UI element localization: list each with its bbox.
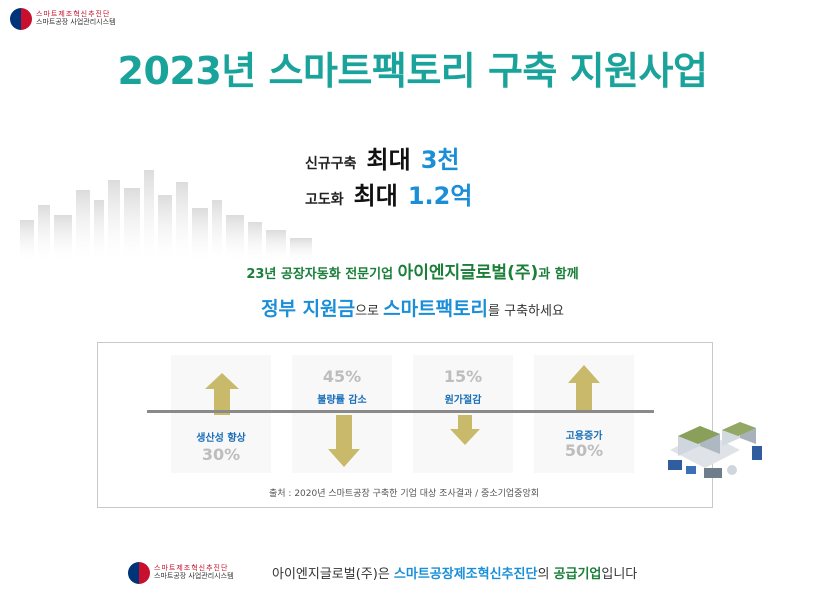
stat-value-employment: 50% [564,441,604,460]
offer-amount: 3천 [420,146,460,174]
footer-part2: 스마트공장제조혁신추진단 [393,567,538,582]
taegeuk-logo-icon [128,562,150,584]
footer-logo-line1: 스마트제조혁신추진단 [154,564,229,573]
footer-logo-line2: 스마트공장 사업관리시스템 [154,572,234,580]
footer-part1: 아이엔지글로벌(주)은 [272,567,394,582]
intro2-part1: 정부 지원금 [261,298,356,320]
footer-part3: 의 [537,567,554,582]
offer-max: 최대 [353,182,398,210]
taegeuk-logo-icon [10,8,32,30]
header-logo-text: 스마트제조혁신추진단 스마트공장 사업관리시스템 [36,11,116,26]
offer-amount: 1.2억 [407,182,473,210]
stat-cell-bg [413,355,513,473]
footer-part5: 입니다 [601,567,638,582]
intro2-part3: 스마트팩토리 [383,298,489,320]
intro-prefix: 23년 공장자동화 전문기업 [246,267,398,282]
stat-label-cost: 원가절감 [444,395,482,406]
offer-new-build: 신규구축 최대 3천 [305,140,565,175]
offer-label: 신규구축 [305,156,357,172]
stat-label-productivity: 생산성 향상 [196,433,246,444]
offer-upgrade: 고도화 최대 1.2억 [305,176,565,211]
intro2-part4: 를 구축하세요 [488,304,564,319]
intro-suffix: 과 함께 [538,267,579,282]
stat-label-employment: 고용증가 [565,431,603,442]
arrow-down-icon [450,415,480,445]
offer-max: 최대 [366,146,411,174]
stat-value-defect: 45% [322,367,362,386]
arrow-down-icon [328,415,360,467]
offer-label: 고도화 [305,192,344,208]
header-logo-line1: 스마트제조혁신추진단 [36,10,111,19]
footer-part4: 공급기업 [553,567,602,582]
footer-statement: 아이엔지글로벌(주)은 스마트공장제조혁신추진단의 공급기업입니다 [272,563,637,582]
intro-company: 아이엔지글로벌(주) [397,263,539,283]
intro-line-1: 23년 공장자동화 전문기업 아이엔지글로벌(주)과 함께 [0,258,825,283]
arrow-up-icon [568,365,600,413]
stats-panel: 생산성 향상 30% 45% 불량률 감소 15% 원가절감 고용증가 50% [97,342,713,508]
header-logo-line2: 스마트공장 사업관리시스템 [36,18,116,26]
arrow-up-icon [205,373,239,415]
stat-value-cost: 15% [443,367,483,386]
intro-line-2: 정부 지원금으로 스마트팩토리를 구축하세요 [0,294,825,321]
factory-illustration [668,422,762,478]
stat-label-defect: 불량률 감소 [317,395,367,406]
page-title: 2023년 스마트팩토리 구축 지원사업 [117,49,708,93]
city-skyline-image [20,170,312,260]
header-logo: 스마트제조혁신추진단 스마트공장 사업관리시스템 [10,8,116,30]
intro2-part2: 으로 [355,304,384,319]
baseline-divider [147,410,654,413]
stat-value-productivity: 30% [201,445,241,464]
footer-logo-text: 스마트제조혁신추진단 스마트공장 사업관리시스템 [154,565,234,580]
source-note: 출처 : 2020년 스마트공장 구축한 기업 대상 조사결과 / 중소기업중앙… [269,489,539,499]
footer-logo: 스마트제조혁신추진단 스마트공장 사업관리시스템 [128,562,234,584]
